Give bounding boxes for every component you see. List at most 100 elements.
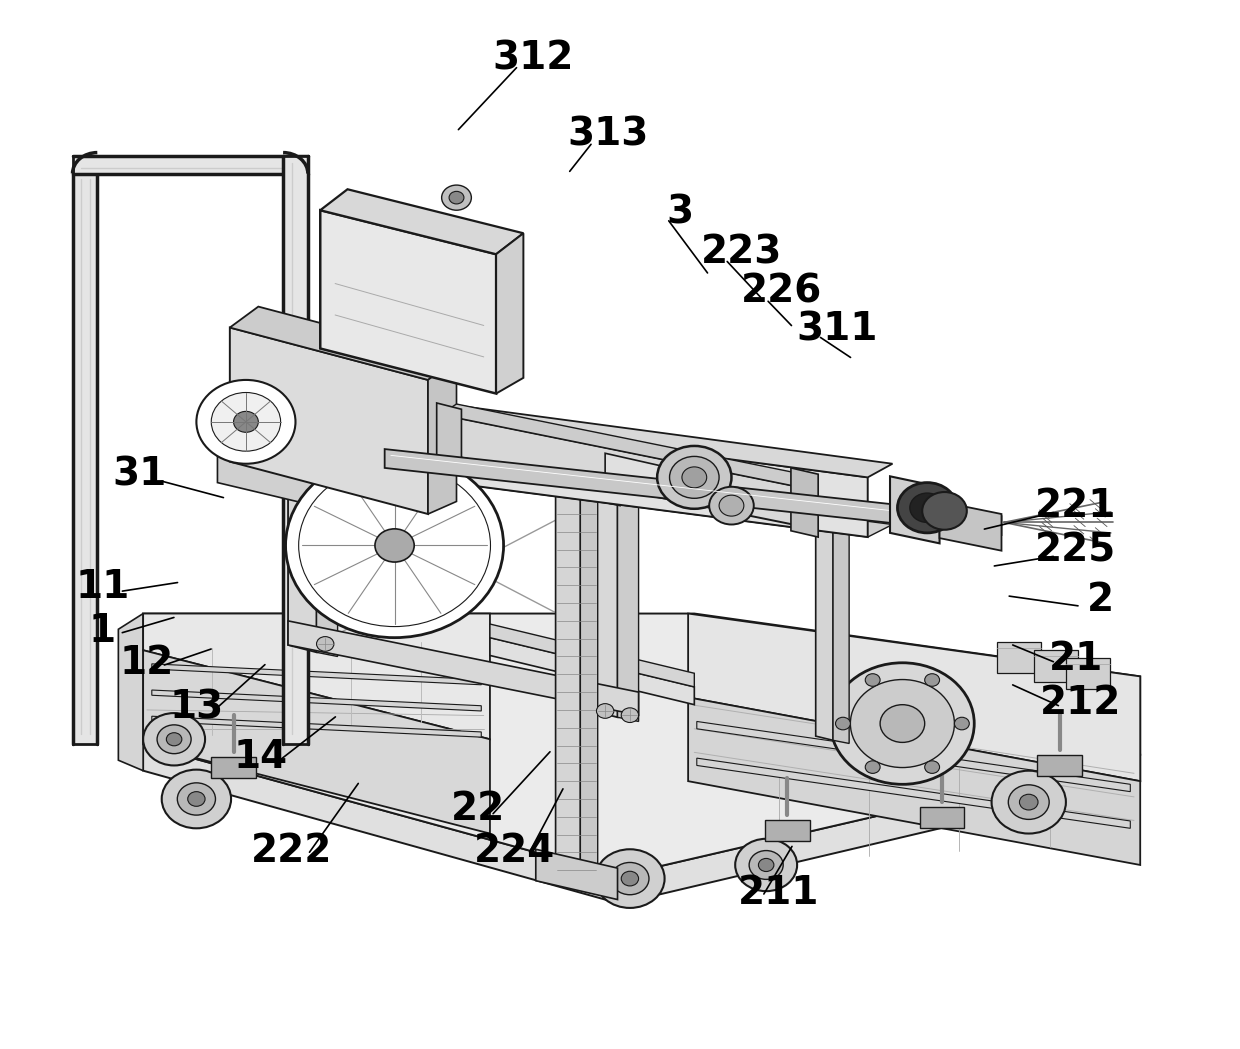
Polygon shape — [143, 614, 1141, 876]
Polygon shape — [151, 664, 481, 685]
Polygon shape — [72, 155, 308, 173]
Polygon shape — [490, 624, 694, 687]
Circle shape — [910, 493, 945, 522]
Text: 14: 14 — [234, 738, 288, 776]
Circle shape — [166, 732, 182, 746]
Polygon shape — [288, 438, 316, 652]
Polygon shape — [593, 441, 618, 718]
Circle shape — [866, 673, 880, 686]
Circle shape — [670, 456, 719, 498]
Circle shape — [233, 411, 258, 432]
Circle shape — [161, 770, 231, 829]
Circle shape — [449, 191, 464, 204]
Circle shape — [1008, 785, 1049, 819]
Polygon shape — [143, 745, 1141, 904]
Circle shape — [749, 851, 784, 879]
Text: 211: 211 — [738, 874, 820, 913]
Polygon shape — [229, 306, 456, 380]
Polygon shape — [890, 476, 940, 543]
Circle shape — [709, 487, 754, 524]
Circle shape — [992, 771, 1066, 834]
Polygon shape — [217, 453, 446, 537]
Text: 12: 12 — [120, 644, 174, 682]
Circle shape — [898, 483, 957, 533]
Circle shape — [374, 529, 414, 562]
Circle shape — [923, 492, 967, 530]
Circle shape — [866, 761, 880, 773]
Polygon shape — [765, 820, 810, 841]
Circle shape — [621, 708, 639, 723]
Circle shape — [925, 761, 940, 773]
Polygon shape — [940, 501, 1002, 551]
Polygon shape — [143, 650, 490, 834]
Text: 22: 22 — [450, 791, 505, 829]
Polygon shape — [997, 642, 1042, 673]
Polygon shape — [1038, 755, 1083, 776]
Circle shape — [143, 713, 205, 766]
Polygon shape — [1034, 650, 1079, 682]
Polygon shape — [490, 638, 694, 705]
Text: 225: 225 — [1035, 532, 1116, 570]
Polygon shape — [605, 453, 680, 499]
Polygon shape — [320, 210, 496, 393]
Circle shape — [925, 673, 940, 686]
Circle shape — [735, 839, 797, 892]
Polygon shape — [229, 327, 428, 514]
Circle shape — [316, 637, 334, 651]
Polygon shape — [688, 698, 1141, 865]
Polygon shape — [613, 858, 647, 870]
Circle shape — [880, 705, 925, 743]
Polygon shape — [288, 621, 639, 715]
Text: 11: 11 — [76, 569, 129, 606]
Polygon shape — [833, 474, 849, 744]
Polygon shape — [288, 422, 639, 504]
Text: 311: 311 — [796, 311, 878, 348]
Polygon shape — [436, 403, 461, 466]
Polygon shape — [920, 808, 965, 829]
Text: 2: 2 — [1087, 581, 1115, 619]
Text: 224: 224 — [474, 832, 556, 871]
Polygon shape — [688, 614, 1141, 782]
Polygon shape — [536, 456, 620, 506]
Polygon shape — [283, 155, 308, 745]
Polygon shape — [1011, 780, 1048, 793]
Circle shape — [157, 725, 191, 753]
Circle shape — [831, 663, 975, 785]
Text: 31: 31 — [113, 455, 166, 493]
Polygon shape — [496, 233, 523, 393]
Circle shape — [196, 380, 295, 464]
Circle shape — [657, 446, 732, 509]
Polygon shape — [288, 401, 868, 537]
Circle shape — [719, 495, 744, 516]
Polygon shape — [440, 404, 818, 488]
Circle shape — [621, 872, 639, 886]
Text: 3: 3 — [666, 193, 693, 232]
Polygon shape — [288, 411, 655, 480]
Text: 313: 313 — [567, 115, 649, 154]
Polygon shape — [384, 449, 1002, 535]
Polygon shape — [1066, 658, 1111, 689]
Text: 21: 21 — [1049, 640, 1102, 678]
Circle shape — [285, 453, 503, 638]
Text: 13: 13 — [170, 689, 223, 727]
Circle shape — [187, 792, 205, 807]
Text: 223: 223 — [701, 233, 782, 271]
Polygon shape — [179, 778, 213, 790]
Circle shape — [177, 783, 216, 815]
Polygon shape — [556, 477, 580, 875]
Polygon shape — [316, 443, 337, 657]
Text: 221: 221 — [1035, 487, 1116, 524]
Text: 1: 1 — [89, 613, 115, 650]
Polygon shape — [428, 359, 456, 514]
Polygon shape — [618, 446, 639, 722]
Circle shape — [759, 858, 774, 872]
Circle shape — [611, 862, 649, 895]
Text: 222: 222 — [250, 832, 332, 871]
Circle shape — [595, 850, 665, 908]
Polygon shape — [288, 386, 893, 477]
Polygon shape — [72, 173, 97, 745]
Circle shape — [836, 718, 851, 730]
Polygon shape — [159, 721, 190, 731]
Polygon shape — [118, 614, 143, 771]
Polygon shape — [143, 614, 490, 740]
